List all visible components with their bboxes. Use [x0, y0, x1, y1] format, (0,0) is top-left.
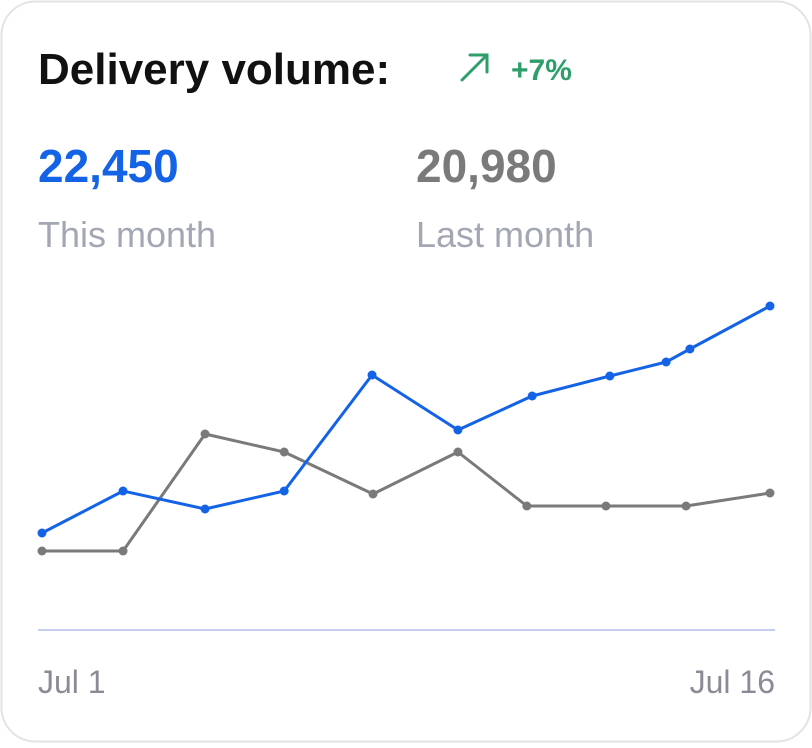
data-point: [605, 371, 615, 381]
data-point: [685, 344, 695, 354]
x-tick-label: Jul 16: [690, 664, 775, 700]
data-point: [601, 501, 611, 511]
last-month-total: 20,980: [416, 140, 557, 192]
last-month-label: Last month: [416, 214, 594, 255]
this-month-label: This month: [38, 214, 216, 255]
data-point: [279, 486, 289, 496]
data-point: [368, 489, 378, 499]
data-point: [279, 447, 289, 457]
data-point: [661, 357, 671, 367]
this-month-total: 22,450: [38, 140, 179, 192]
data-point: [37, 528, 47, 538]
data-point: [765, 488, 775, 498]
series-line: [42, 432, 771, 553]
data-point: [367, 370, 377, 380]
trend-arrow: [460, 53, 489, 82]
change-badge: +7%: [511, 54, 572, 87]
x-tick-label: Jul 1: [38, 664, 106, 700]
data-point: [200, 504, 210, 514]
card-title: Delivery volume:: [38, 45, 390, 94]
data-point: [118, 486, 128, 496]
data-point: [453, 447, 463, 457]
data-point: [118, 546, 128, 556]
data-point: [37, 546, 47, 556]
data-point: [453, 425, 463, 435]
data-point: [522, 501, 532, 511]
data-point: [527, 391, 537, 401]
data-point: [765, 301, 775, 311]
data-point: [200, 429, 210, 439]
data-point: [681, 501, 691, 511]
